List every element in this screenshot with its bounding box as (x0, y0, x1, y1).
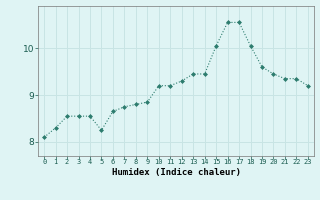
X-axis label: Humidex (Indice chaleur): Humidex (Indice chaleur) (111, 168, 241, 177)
